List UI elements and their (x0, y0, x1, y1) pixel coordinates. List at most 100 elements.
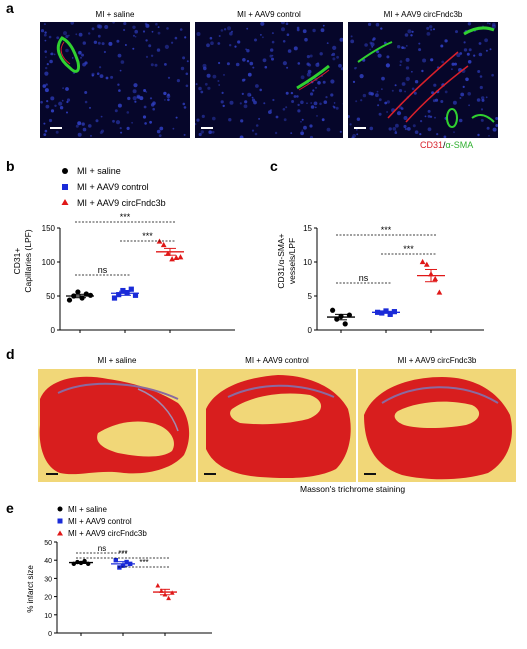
nucleus-dot (66, 98, 71, 102)
nucleus-dot (369, 41, 373, 45)
nucleus-dot (322, 80, 326, 84)
nucleus-dot (54, 104, 57, 108)
nucleus-dot (264, 65, 268, 69)
nucleus-dot (246, 49, 250, 53)
nucleus-dot (280, 22, 285, 25)
nucleus-dot (150, 63, 154, 67)
nucleus-dot (319, 52, 323, 56)
nucleus-dot (330, 79, 335, 84)
legend-label-control: MI + AAV9 control (68, 517, 132, 526)
nucleus-dot (75, 33, 78, 36)
legend-marker-saline (57, 506, 63, 512)
nucleus-dot (156, 48, 161, 52)
data-point (387, 311, 393, 317)
panel-c-label: c (270, 158, 278, 174)
nucleus-dot (307, 69, 312, 74)
nucleus-dot (445, 39, 448, 43)
legend-label-circfndc3b: MI + AAV9 circFndc3b (77, 198, 166, 208)
nucleus-dot (182, 56, 186, 60)
panel-d-label: d (6, 346, 15, 362)
nucleus-dot (208, 130, 212, 134)
data-point (391, 309, 397, 315)
nucleus-dot (117, 83, 120, 86)
nucleus-dot (297, 62, 301, 65)
nucleus-dot (229, 44, 232, 47)
nucleus-dot (91, 27, 95, 31)
nucleus-dot (286, 66, 289, 69)
nucleus-dot (126, 126, 130, 130)
nucleus-dot (325, 96, 328, 99)
nucleus-dot (185, 72, 189, 76)
scale-bar (354, 127, 366, 129)
nucleus-dot (479, 85, 483, 90)
nucleus-dot (220, 100, 224, 104)
nucleus-dot (414, 80, 419, 84)
nucleus-dot (196, 32, 201, 36)
nucleus-dot (485, 96, 488, 99)
nucleus-dot (377, 104, 380, 107)
nucleus-dot (281, 27, 285, 32)
nucleus-dot (166, 27, 169, 30)
panel-b-ylabel-2: Capillaries (LPF) (23, 229, 33, 292)
nucleus-dot (297, 103, 300, 107)
nucleus-dot (388, 127, 392, 131)
nucleus-dot (350, 39, 355, 44)
nucleus-dot (451, 68, 453, 71)
nucleus-dot (255, 124, 259, 127)
panel-a-title-1: MI + saline (95, 10, 135, 19)
scale-bar (50, 127, 62, 129)
nucleus-dot (218, 84, 221, 86)
nucleus-dot (220, 29, 224, 32)
nucleus-dot (270, 109, 272, 112)
nucleus-dot (132, 47, 135, 50)
nucleus-dot (217, 42, 221, 45)
nucleus-dot (419, 133, 422, 136)
nucleus-dot (411, 71, 413, 73)
nucleus-dot (171, 41, 174, 44)
nucleus-dot (139, 96, 144, 101)
nucleus-dot (104, 25, 109, 29)
nucleus-dot (239, 135, 244, 138)
data-point (436, 289, 443, 295)
nucleus-dot (399, 64, 402, 67)
data-point (160, 241, 167, 248)
data-point (117, 565, 122, 570)
nucleus-dot (207, 86, 211, 90)
panel-a-micrograph-circfndc3b (348, 22, 498, 138)
nucleus-dot (80, 56, 82, 59)
nucleus-dot (204, 82, 208, 86)
nucleus-dot (431, 91, 435, 95)
panel-d-title-2: MI + AAV9 control (245, 356, 309, 365)
nucleus-dot (381, 88, 383, 90)
data-point (124, 290, 130, 296)
nucleus-dot (71, 57, 74, 59)
nucleus-dot (306, 72, 311, 77)
nucleus-dot (495, 117, 498, 120)
nucleus-dot (124, 44, 127, 46)
legend-label-circfndc3b: MI + AAV9 circFndc3b (68, 529, 147, 538)
nucleus-dot (285, 22, 289, 25)
nucleus-dot (229, 100, 234, 105)
nucleus-dot (93, 40, 98, 44)
nucleus-dot (268, 110, 272, 114)
nucleus-dot (333, 106, 336, 109)
nucleus-dot (46, 63, 49, 66)
nucleus-dot (167, 98, 170, 102)
data-point (111, 295, 118, 301)
nucleus-dot (492, 127, 497, 132)
nucleus-dot (228, 118, 232, 122)
nucleus-dot (412, 124, 416, 128)
nucleus-dot (95, 119, 99, 123)
nucleus-dot (50, 96, 55, 101)
nucleus-dot (75, 124, 79, 128)
nucleus-dot (355, 67, 357, 69)
panel-d-title-3: MI + AAV9 circFndc3b (397, 356, 477, 365)
panel-e-label: e (6, 500, 14, 516)
panel-a-micrograph-saline (40, 22, 190, 138)
nucleus-dot (404, 127, 407, 131)
nucleus-dot (184, 36, 187, 39)
y-tick-label: 0 (48, 631, 52, 638)
nucleus-dot (252, 66, 255, 69)
nucleus-dot (110, 75, 114, 79)
nucleus-dot (183, 133, 186, 136)
